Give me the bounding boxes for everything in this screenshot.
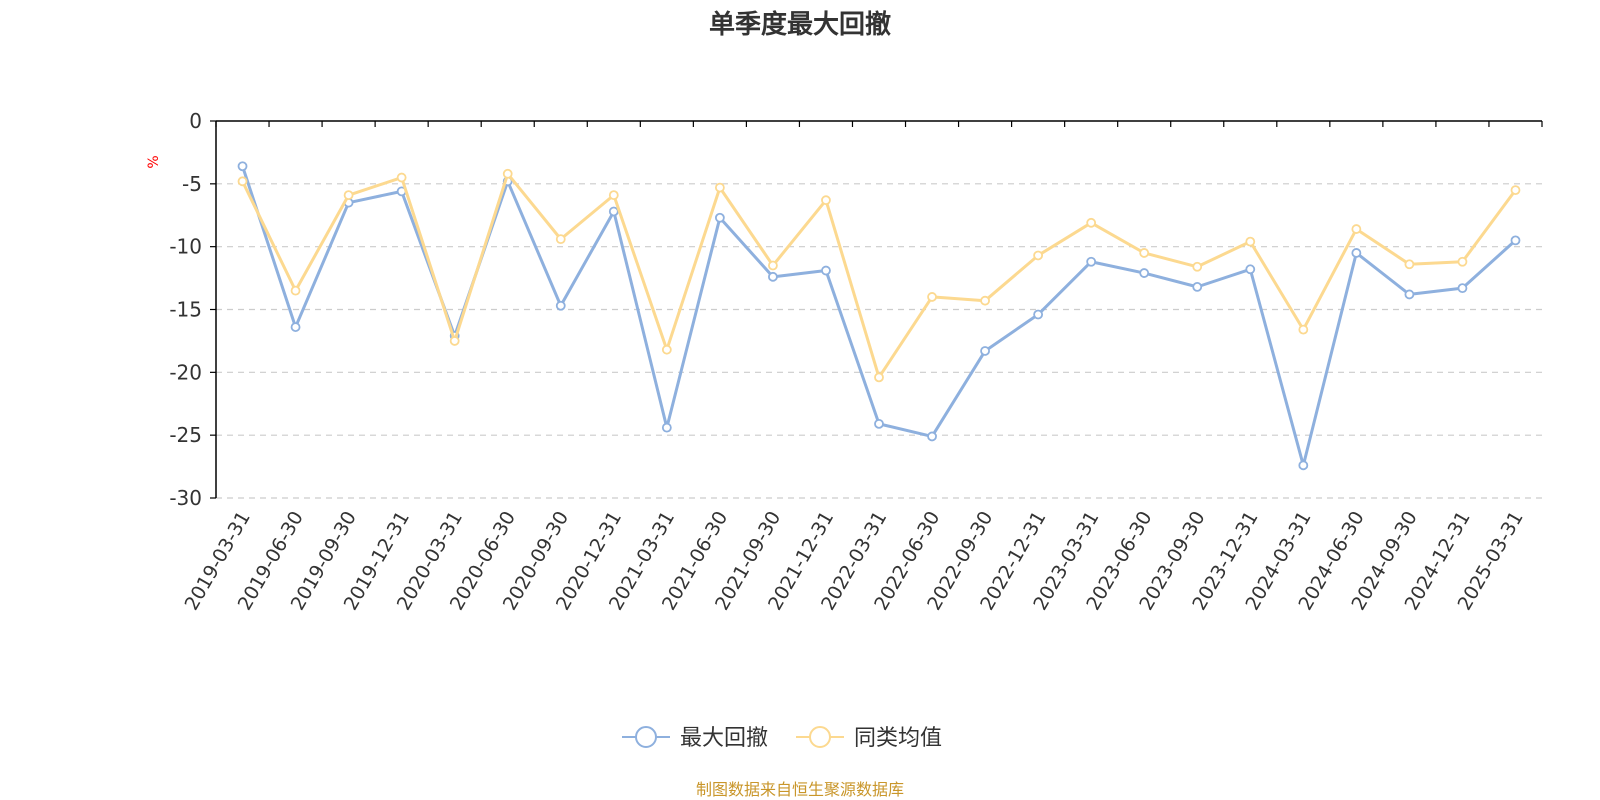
data-point[interactable]	[608, 206, 619, 217]
data-point[interactable]	[1457, 256, 1468, 267]
data-point[interactable]	[1510, 235, 1521, 246]
legend-item-1[interactable]: 最大回撤	[622, 726, 768, 751]
data-point[interactable]	[608, 190, 619, 201]
data-point[interactable]	[555, 300, 566, 311]
data-point[interactable]	[502, 168, 513, 179]
data-point[interactable]	[1245, 236, 1256, 247]
data-point[interactable]	[927, 431, 937, 442]
y-tick-label: -30	[169, 486, 202, 510]
data-point[interactable]	[927, 292, 937, 302]
data-point[interactable]	[821, 265, 831, 276]
y-tick-label: -10	[169, 235, 202, 259]
data-point[interactable]	[1510, 185, 1521, 196]
y-tick-label: -25	[169, 423, 202, 447]
data-point[interactable]	[874, 372, 884, 383]
data-point[interactable]	[1351, 224, 1362, 234]
data-point[interactable]	[1404, 259, 1415, 270]
data-point[interactable]	[449, 336, 460, 346]
data-point[interactable]	[1298, 324, 1309, 335]
data-point[interactable]	[396, 172, 407, 183]
data-point[interactable]	[714, 182, 725, 193]
data-point[interactable]	[1351, 248, 1362, 258]
data-point[interactable]	[980, 346, 990, 356]
data-point[interactable]	[1457, 283, 1468, 294]
data-point[interactable]	[1033, 309, 1044, 320]
y-tick-label: 0	[189, 109, 202, 133]
legend[interactable]: 最大回撤 同类均值	[622, 726, 942, 751]
data-point[interactable]	[1033, 250, 1044, 261]
y-tick-label: -20	[169, 360, 202, 384]
data-point[interactable]	[1139, 268, 1150, 278]
legend-item-2[interactable]: 同类均值	[796, 726, 942, 751]
data-point[interactable]	[290, 285, 301, 296]
series-2	[237, 168, 1521, 383]
data-point[interactable]	[714, 212, 725, 223]
data-point[interactable]	[821, 195, 831, 206]
legend-label: 同类均值	[854, 726, 942, 751]
data-point[interactable]	[290, 322, 301, 332]
data-point[interactable]	[1245, 264, 1256, 275]
data-point[interactable]	[661, 422, 672, 433]
data-source-note: 制图数据来自恒生聚源数据库	[696, 780, 904, 799]
data-point[interactable]	[980, 295, 990, 306]
series-layer	[237, 161, 1521, 471]
y-axis-ticks: 0 -5 -10 -15 -20 -25 -30	[169, 109, 216, 510]
data-point[interactable]	[1404, 289, 1415, 300]
data-point[interactable]	[237, 161, 248, 172]
legend-label: 最大回撤	[680, 726, 768, 751]
data-point[interactable]	[1192, 261, 1203, 272]
chart-title: 单季度最大回撤	[709, 9, 891, 40]
series-1	[237, 161, 1521, 471]
data-point[interactable]	[1192, 281, 1203, 292]
series-line	[241, 172, 1517, 379]
data-point[interactable]	[555, 234, 566, 245]
y-axis-unit-label: %	[146, 155, 162, 168]
data-point[interactable]	[1139, 248, 1150, 258]
data-point[interactable]	[768, 271, 778, 282]
data-point[interactable]	[1298, 460, 1309, 471]
gridlines	[216, 183, 1542, 499]
legend-marker-icon	[635, 726, 657, 748]
data-point[interactable]	[1086, 217, 1097, 228]
data-point[interactable]	[343, 190, 354, 201]
legend-marker-icon	[809, 726, 831, 748]
y-tick-label: -5	[182, 172, 202, 196]
data-point[interactable]	[661, 344, 672, 355]
data-point[interactable]	[1086, 256, 1097, 267]
y-tick-label: -15	[169, 298, 202, 322]
data-point[interactable]	[768, 260, 778, 271]
data-point[interactable]	[874, 418, 884, 429]
data-point[interactable]	[237, 176, 248, 187]
